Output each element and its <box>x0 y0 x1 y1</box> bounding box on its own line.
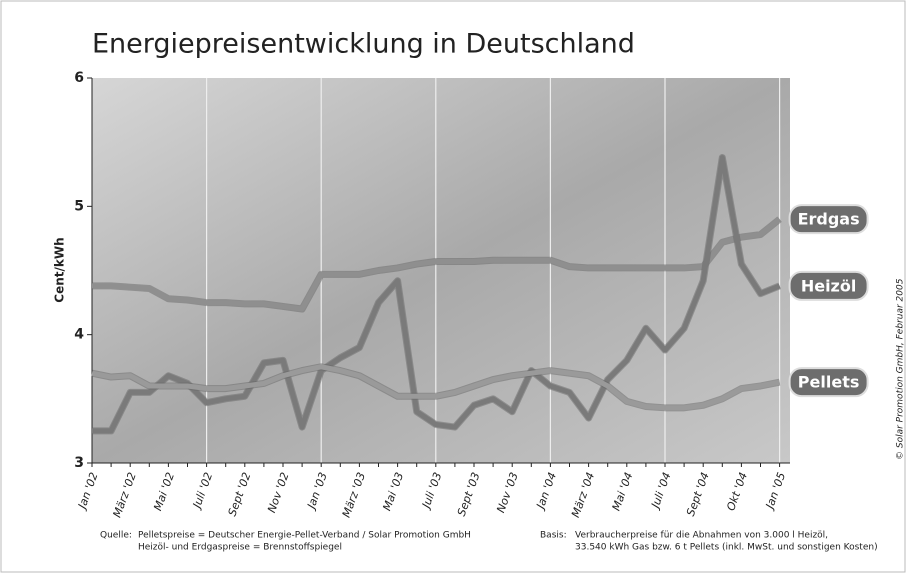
legend-label: Erdgas <box>798 210 860 229</box>
y-tick-label: 4 <box>74 327 84 343</box>
note: 33.540 kWh Gas bzw. 6 t Pellets (inkl. M… <box>575 543 878 553</box>
y-tick-label: 3 <box>74 455 84 471</box>
series-label: Erdgas <box>788 204 869 235</box>
note: Quelle: <box>100 531 132 541</box>
series-line <box>91 364 781 411</box>
chart-title: Energiepreisentwicklung in Deutschland <box>92 29 635 60</box>
label-badge <box>788 367 869 398</box>
series-label: Heizöl <box>788 270 869 301</box>
series-label: Pellets <box>788 367 869 398</box>
note: Pelletspreise = Deutscher Energie-Pellet… <box>138 531 471 541</box>
y-tick-label: 5 <box>74 198 84 214</box>
note: Basis: <box>540 531 567 541</box>
series-line <box>92 155 781 434</box>
y-axis-label: Cent/kWh <box>53 237 67 302</box>
note: Heizöl- und Erdgaspreise = Brennstoffspi… <box>138 543 342 553</box>
label-badge <box>788 204 869 235</box>
note: Verbraucherpreise für die Abnahmen von 3… <box>575 531 828 541</box>
y-tick-label: 6 <box>74 70 84 86</box>
copyright: © Solar Promotion GmbH, Februar 2005 <box>896 278 906 460</box>
label-badge <box>788 270 869 301</box>
notes: Quelle: Pelletspreise = Deutscher Energi… <box>100 278 906 552</box>
legend-label: Pellets <box>798 373 860 392</box>
series-line <box>92 217 782 312</box>
legend-label: Heizöl <box>801 276 857 295</box>
